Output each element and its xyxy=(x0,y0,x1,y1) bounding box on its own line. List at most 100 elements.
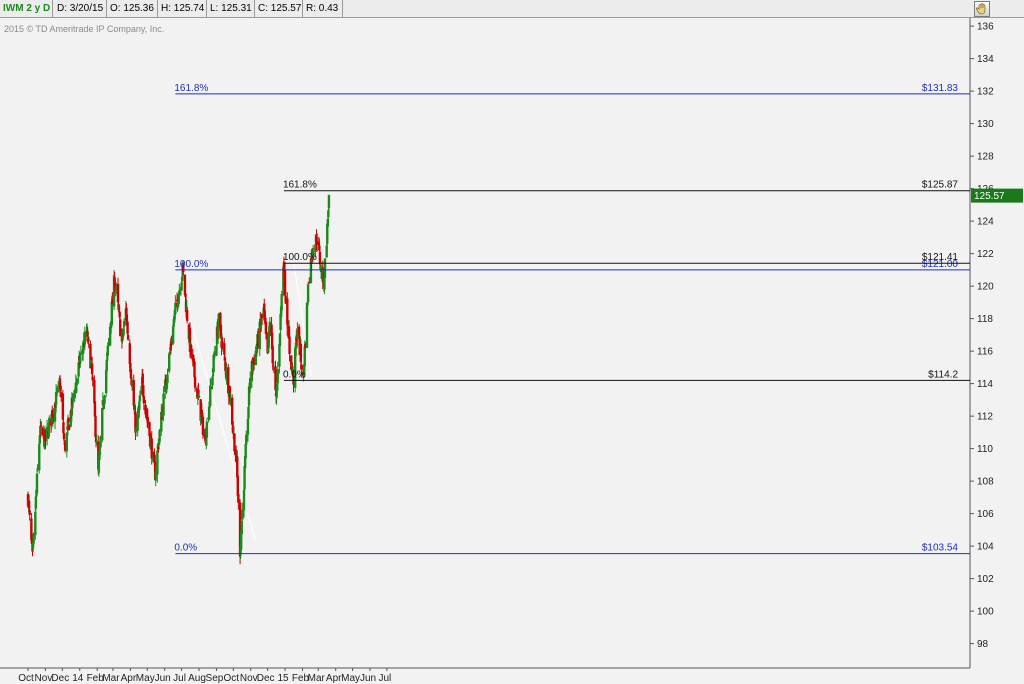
fib-black-pct-label: 100.0% xyxy=(283,252,317,263)
candle-down xyxy=(266,332,269,354)
y-tick-label: 116 xyxy=(977,347,993,358)
y-tick-label: 110 xyxy=(977,444,993,455)
candle-up xyxy=(117,311,121,313)
candle-down xyxy=(117,304,120,310)
y-tick-label: 98 xyxy=(977,639,989,650)
candle-down xyxy=(271,345,274,364)
fib-black-pct-label: 161.8% xyxy=(283,180,317,191)
y-tick-label: 100 xyxy=(977,607,994,618)
candle-up xyxy=(172,323,175,327)
candle-down xyxy=(121,332,125,335)
fib-black-value-label: $114.2 xyxy=(928,369,958,380)
candle-up xyxy=(217,313,220,331)
candle-down xyxy=(90,363,94,374)
candle-up xyxy=(58,381,61,383)
candle-down xyxy=(264,317,267,325)
cursor-tool-button[interactable] xyxy=(974,1,990,17)
candle-up xyxy=(295,336,298,349)
candle-up xyxy=(291,369,295,374)
candle-up xyxy=(66,420,70,431)
x-tick-label: Jul xyxy=(173,673,186,684)
candle-up xyxy=(275,388,278,399)
candle-up xyxy=(40,426,43,433)
candle-down xyxy=(94,415,97,438)
candle-up xyxy=(156,445,160,449)
candle-down xyxy=(91,376,94,381)
candle-up xyxy=(107,342,110,347)
candle-down xyxy=(89,343,92,369)
candle-down xyxy=(44,430,47,442)
candle-down xyxy=(308,282,311,284)
candle-down xyxy=(199,399,202,421)
candle-down xyxy=(130,381,133,385)
candle-down xyxy=(128,343,132,365)
symbol-label[interactable]: IWM 2 y D xyxy=(3,3,51,14)
candle-up xyxy=(258,322,261,350)
x-tick-label: Oct xyxy=(224,673,240,684)
candle-down xyxy=(176,298,179,306)
candle-down xyxy=(200,409,204,417)
candle-down xyxy=(28,510,31,515)
candle-down xyxy=(228,386,232,403)
candle-down xyxy=(111,298,114,305)
candle-up xyxy=(243,456,247,469)
candle-up xyxy=(82,340,85,348)
candle-up xyxy=(179,287,183,291)
candle-down xyxy=(132,380,135,406)
candle-down xyxy=(61,393,65,420)
candle-up xyxy=(200,413,203,424)
candle-down xyxy=(188,327,192,352)
candle-down xyxy=(251,360,254,370)
candle-down xyxy=(170,343,173,345)
candle-down xyxy=(255,347,258,350)
candle-up xyxy=(306,303,309,306)
candle-up xyxy=(53,403,57,422)
candle-up xyxy=(232,433,236,435)
candle-up xyxy=(211,376,214,386)
candle-up xyxy=(325,245,328,258)
candle-up xyxy=(176,302,180,307)
candle-down xyxy=(30,537,34,544)
candle-down xyxy=(252,357,256,365)
candle-up xyxy=(106,352,109,356)
candle-down xyxy=(160,412,164,420)
candle-up xyxy=(74,382,78,393)
x-tick-label: Apr xyxy=(326,673,342,684)
candle-up xyxy=(134,428,138,433)
candle-down xyxy=(184,299,188,313)
candle-up xyxy=(189,343,192,351)
candle-down xyxy=(270,324,273,337)
candle-up xyxy=(209,385,212,407)
candle-down xyxy=(41,428,45,436)
candle-up xyxy=(157,438,161,446)
candle-down xyxy=(31,542,34,552)
candle-down xyxy=(221,342,224,344)
candle-up xyxy=(140,385,143,395)
candle-up xyxy=(254,350,258,366)
candle-up xyxy=(244,443,247,459)
candle-up xyxy=(287,327,290,335)
x-tick-label: May xyxy=(341,673,360,684)
candle-down xyxy=(175,299,179,301)
candle-up xyxy=(323,277,326,290)
candle-up xyxy=(293,347,297,388)
candle-up xyxy=(165,380,169,388)
candle-up xyxy=(168,352,171,355)
candle-up xyxy=(216,326,220,340)
candle-up xyxy=(75,378,79,386)
candle-up xyxy=(241,509,244,520)
candle-down xyxy=(142,385,145,397)
candle-down xyxy=(63,443,66,445)
candle-up xyxy=(50,413,53,423)
candle-up xyxy=(180,282,183,291)
candle-up xyxy=(36,468,39,471)
candle-up xyxy=(83,331,87,345)
x-tick-label: Mar xyxy=(102,673,120,684)
candle-up xyxy=(35,473,39,494)
close-readout: C: 125.57 xyxy=(258,3,302,14)
candle-up xyxy=(164,379,167,393)
fib-black-value-label: $121.41 xyxy=(922,252,959,263)
y-tick-label: 102 xyxy=(977,574,994,585)
